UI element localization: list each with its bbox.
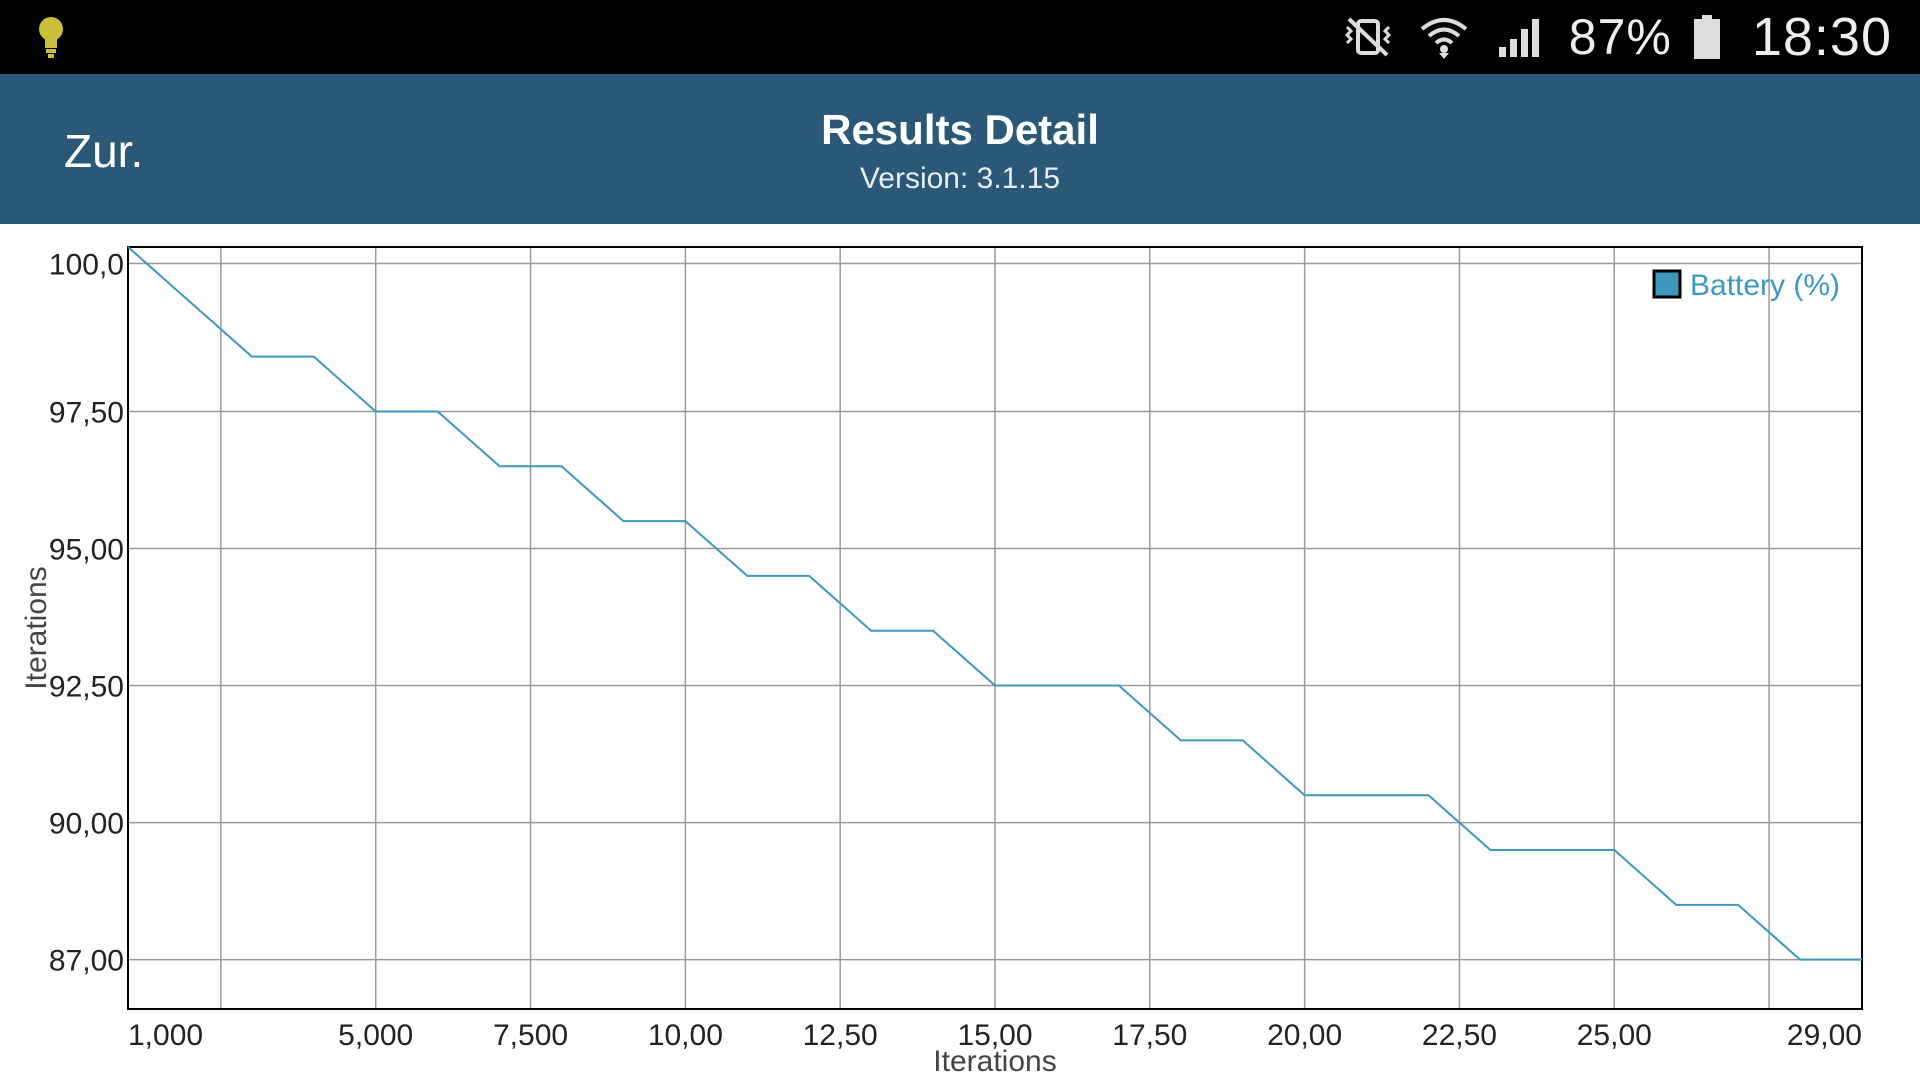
y-tick-label: 87,00 — [49, 945, 124, 978]
y-axis-label: Iterations — [20, 566, 53, 689]
battery-icon — [1694, 15, 1720, 59]
y-tick-label: 90,00 — [49, 808, 124, 841]
battery-percent: 87% — [1569, 8, 1672, 66]
y-tick-labels: 100,0 97,50 95,00 92,50 90,00 87,00 — [49, 248, 124, 977]
legend-label: Battery (%) — [1690, 269, 1840, 302]
page-title: Results Detail — [0, 106, 1920, 154]
x-tick-label: 22,50 — [1422, 1019, 1497, 1052]
x-tick-label: 1,000 — [128, 1019, 203, 1052]
status-bar: 87% 18:30 — [0, 0, 1920, 74]
chart-grid — [128, 247, 1862, 1009]
app-bar: Zur. Results Detail Version: 3.1.15 — [0, 74, 1920, 224]
x-tick-label: 20,00 — [1267, 1019, 1342, 1052]
lightbulb-icon — [36, 14, 66, 60]
y-tick-label: 100,0 — [49, 248, 124, 281]
signal-icon — [1493, 13, 1547, 61]
page-subtitle: Version: 3.1.15 — [0, 162, 1920, 196]
x-tick-label: 10,00 — [648, 1019, 723, 1052]
status-icons: 87% 18:30 — [1341, 0, 1892, 74]
x-axis-label: Iterations — [933, 1045, 1056, 1078]
x-tick-label: 5,000 — [338, 1019, 413, 1052]
y-tick-label: 92,50 — [49, 671, 124, 704]
x-tick-label: 29,00 — [1787, 1019, 1862, 1052]
wifi-icon — [1417, 13, 1471, 61]
y-tick-label: 95,00 — [49, 534, 124, 567]
x-tick-label: 25,00 — [1577, 1019, 1652, 1052]
status-time: 18:30 — [1752, 6, 1892, 68]
vibrate-mute-icon — [1341, 13, 1395, 61]
x-tick-label: 17,50 — [1112, 1019, 1187, 1052]
y-tick-label: 97,50 — [49, 396, 124, 429]
legend-swatch — [1654, 271, 1680, 297]
x-tick-label: 12,50 — [803, 1019, 878, 1052]
x-tick-label: 7,500 — [493, 1019, 568, 1052]
chart-area: 100,0 97,50 95,00 92,50 90,00 87,00 1,000 5,00… — [0, 224, 1920, 1080]
battery-chart: 100,0 97,50 95,00 92,50 90,00 87,00 1,000 5,00… — [0, 224, 1920, 1080]
legend: Battery (%) — [1654, 269, 1840, 302]
